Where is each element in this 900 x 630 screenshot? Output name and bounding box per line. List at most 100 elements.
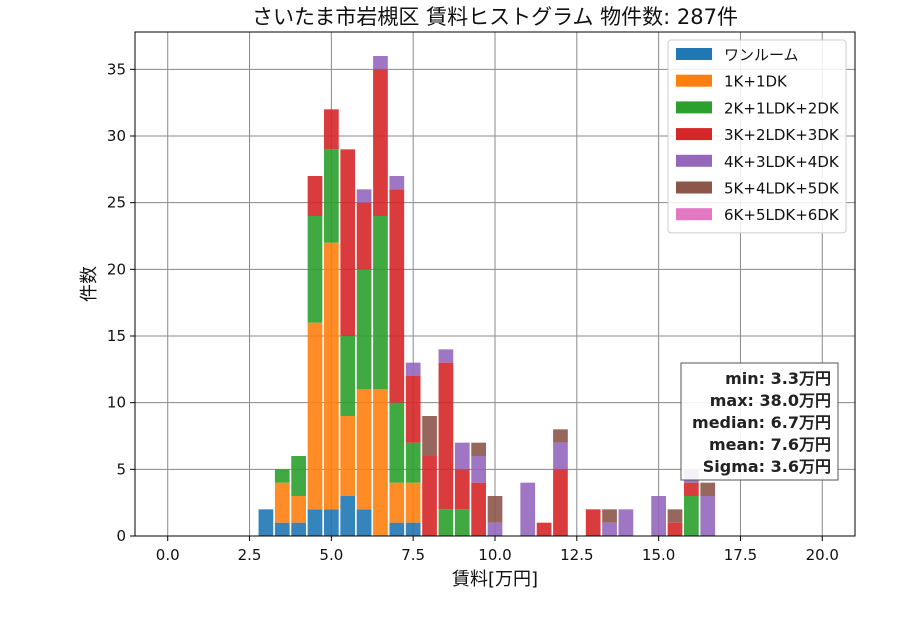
legend-swatch xyxy=(676,74,712,87)
bar-segment xyxy=(307,509,323,536)
legend-entry-label: 4K+3LDK+4DK xyxy=(724,153,840,171)
bar-segment xyxy=(389,482,405,523)
legend-entry-label: 3K+2LDK+3DK xyxy=(724,126,840,144)
x-tick-label: 15.0 xyxy=(642,546,675,564)
bar-segment xyxy=(340,416,356,496)
bar-segment xyxy=(389,189,405,403)
bar-segment xyxy=(700,482,716,496)
bar-segment xyxy=(471,456,486,483)
bar-segment xyxy=(667,509,683,523)
bar-segment xyxy=(471,442,486,456)
x-axis-ticks: 0.0 2.5 5.0 7.5 10.0 12.5 15.0 17.5 20.0 xyxy=(156,536,839,564)
stats-line: min: 3.3万円 xyxy=(725,369,831,388)
bar-segment xyxy=(553,429,568,443)
bar-segment xyxy=(373,389,388,536)
legend-entry-label: 5K+4LDK+5DK xyxy=(724,180,840,198)
bar-segment xyxy=(324,149,339,243)
bar-segment xyxy=(274,522,290,536)
legend-entry-label: 6K+5LDK+6DK xyxy=(724,206,840,224)
x-tick-label: 12.5 xyxy=(560,546,593,564)
bar-segment xyxy=(340,149,356,336)
legend-box xyxy=(667,39,847,234)
bar-segment xyxy=(373,56,388,70)
bar-segment xyxy=(291,456,306,496)
bar-segment xyxy=(700,496,716,536)
bar-segment xyxy=(258,509,274,536)
y-tick-label: 30 xyxy=(107,127,126,145)
bar-segment xyxy=(405,482,421,523)
bar-segment xyxy=(553,469,568,536)
bar-segment xyxy=(291,522,306,536)
bar-segment xyxy=(684,496,699,536)
bar-segment xyxy=(389,522,405,536)
bar-segment xyxy=(324,242,339,510)
bars xyxy=(258,56,716,536)
legend-entry-label: 2K+1LDK+2DK xyxy=(724,99,840,117)
bar-segment xyxy=(373,216,388,390)
bar-segment xyxy=(454,442,470,470)
x-tick-label: 20.0 xyxy=(806,546,839,564)
bar-segment xyxy=(667,522,683,536)
bar-segment xyxy=(438,362,454,510)
stats-line: max: 38.0万円 xyxy=(710,391,831,410)
bar-segment xyxy=(553,442,568,470)
bar-segment xyxy=(356,269,372,390)
y-tick-label: 20 xyxy=(107,260,126,278)
x-tick-label: 0.0 xyxy=(156,546,180,564)
y-tick-label: 10 xyxy=(107,394,126,412)
y-axis-ticks: 0 5 10 15 20 25 30 35 xyxy=(107,60,135,545)
bar-segment xyxy=(324,509,339,536)
bar-segment xyxy=(487,522,503,536)
y-axis-label: 件数 xyxy=(79,266,100,302)
legend-swatch xyxy=(676,181,712,194)
bar-segment xyxy=(405,362,421,376)
bar-segment xyxy=(373,69,388,216)
legend-swatch xyxy=(676,48,712,60)
bar-segment xyxy=(324,109,339,150)
bar-segment xyxy=(356,509,372,536)
legend-swatch xyxy=(676,101,712,114)
legend-swatch xyxy=(676,154,712,167)
bar-segment xyxy=(356,189,372,203)
bar-segment xyxy=(618,509,634,536)
bar-segment xyxy=(307,322,323,510)
bar-segment xyxy=(520,482,536,536)
x-tick-label: 10.0 xyxy=(478,546,511,564)
bar-segment xyxy=(471,482,486,536)
bar-segment xyxy=(307,176,323,216)
legend-entry-label: 1K+1DK xyxy=(724,73,788,91)
bar-segment xyxy=(585,509,601,536)
bar-segment xyxy=(438,509,454,536)
bar-segment xyxy=(307,216,323,323)
grid-lines xyxy=(135,32,855,537)
bar-segment xyxy=(356,202,372,270)
bar-segment xyxy=(274,469,290,483)
y-tick-label: 5 xyxy=(116,460,126,478)
y-tick-label: 15 xyxy=(107,327,126,345)
x-tick-label: 5.0 xyxy=(319,546,343,564)
bar-segment xyxy=(274,482,290,523)
y-tick-label: 0 xyxy=(116,527,126,545)
y-tick-label: 35 xyxy=(107,60,126,78)
stats-line: mean: 7.6万円 xyxy=(709,435,831,454)
bar-segment xyxy=(389,402,405,483)
legend-swatch xyxy=(676,128,712,141)
x-tick-label: 2.5 xyxy=(238,546,262,564)
bar-segment xyxy=(602,522,617,536)
bar-segment xyxy=(438,349,454,363)
bar-segment xyxy=(684,482,699,496)
bar-segment xyxy=(291,496,306,523)
x-tick-label: 7.5 xyxy=(401,546,425,564)
bar-segment xyxy=(340,496,356,536)
x-tick-label: 17.5 xyxy=(724,546,757,564)
bar-segment xyxy=(536,522,552,536)
x-axis-label: 賃料[万円] xyxy=(452,569,538,590)
stats-box-frame xyxy=(680,362,839,481)
legend-entry-label: ワンルーム xyxy=(724,46,799,64)
stats-box: min: 3.3万円 max: 38.0万円 median: 6.7万円 mean: … xyxy=(680,362,839,481)
legend: ワンルーム 1K+1DK 2K+1LDK+2DK 3K+2LDK+3DK 4K+3LDK… xyxy=(667,39,847,234)
bar-segment xyxy=(356,389,372,510)
bar-segment xyxy=(454,469,470,510)
bar-segment xyxy=(454,509,470,536)
